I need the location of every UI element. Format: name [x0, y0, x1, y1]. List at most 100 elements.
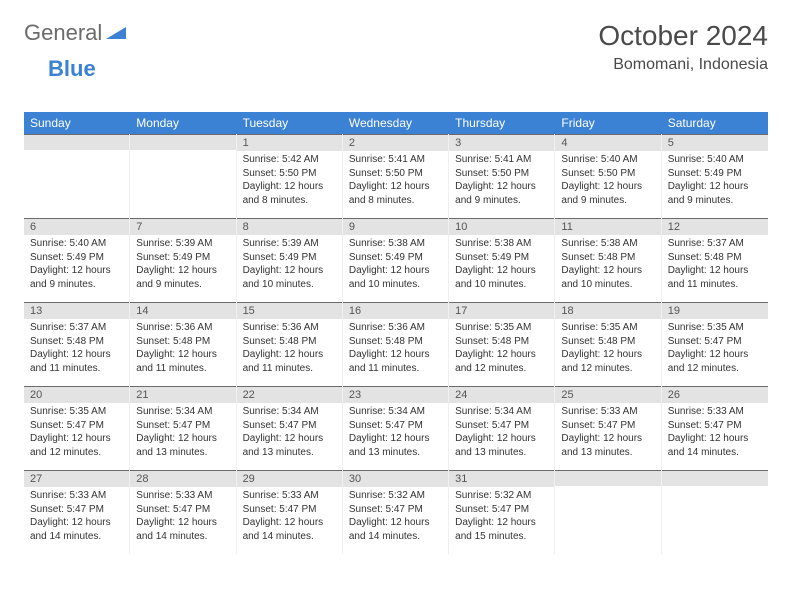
daylight-text: Daylight: 12 hours and 9 minutes.: [455, 180, 548, 207]
day-details: Sunrise: 5:36 AMSunset: 5:48 PMDaylight:…: [130, 319, 235, 379]
logo: General: [24, 20, 128, 46]
day-number: 31: [449, 470, 554, 487]
sunrise-text: Sunrise: 5:35 AM: [561, 321, 654, 335]
daylight-text: Daylight: 12 hours and 9 minutes.: [561, 180, 654, 207]
day-cell: 3Sunrise: 5:41 AMSunset: 5:50 PMDaylight…: [449, 134, 555, 218]
daylight-text: Daylight: 12 hours and 13 minutes.: [455, 432, 548, 459]
day-cell: 7Sunrise: 5:39 AMSunset: 5:49 PMDaylight…: [130, 218, 236, 302]
daylight-text: Daylight: 12 hours and 14 minutes.: [668, 432, 762, 459]
weekday-thursday: Thursday: [449, 112, 555, 134]
day-number: 6: [24, 218, 129, 235]
sunrise-text: Sunrise: 5:36 AM: [136, 321, 229, 335]
week-row: 27Sunrise: 5:33 AMSunset: 5:47 PMDayligh…: [24, 470, 768, 554]
day-number: 21: [130, 386, 235, 403]
daylight-text: Daylight: 12 hours and 14 minutes.: [243, 516, 336, 543]
sunset-text: Sunset: 5:48 PM: [30, 335, 123, 349]
day-details: Sunrise: 5:34 AMSunset: 5:47 PMDaylight:…: [130, 403, 235, 463]
daylight-text: Daylight: 12 hours and 9 minutes.: [30, 264, 123, 291]
day-number: [662, 470, 768, 486]
day-cell: 30Sunrise: 5:32 AMSunset: 5:47 PMDayligh…: [343, 470, 449, 554]
sunrise-text: Sunrise: 5:33 AM: [30, 489, 123, 503]
sunset-text: Sunset: 5:47 PM: [668, 419, 762, 433]
day-cell: 21Sunrise: 5:34 AMSunset: 5:47 PMDayligh…: [130, 386, 236, 470]
day-number: 19: [662, 302, 768, 319]
sunrise-text: Sunrise: 5:35 AM: [30, 405, 123, 419]
sunset-text: Sunset: 5:47 PM: [349, 419, 442, 433]
daylight-text: Daylight: 12 hours and 11 minutes.: [136, 348, 229, 375]
weekday-sunday: Sunday: [24, 112, 130, 134]
day-details: Sunrise: 5:33 AMSunset: 5:47 PMDaylight:…: [130, 487, 235, 547]
sunset-text: Sunset: 5:47 PM: [30, 503, 123, 517]
sunrise-text: Sunrise: 5:33 AM: [561, 405, 654, 419]
day-cell: 26Sunrise: 5:33 AMSunset: 5:47 PMDayligh…: [662, 386, 768, 470]
sunset-text: Sunset: 5:48 PM: [243, 335, 336, 349]
sunrise-text: Sunrise: 5:40 AM: [561, 153, 654, 167]
sunset-text: Sunset: 5:47 PM: [136, 419, 229, 433]
daylight-text: Daylight: 12 hours and 9 minutes.: [136, 264, 229, 291]
day-number: 26: [662, 386, 768, 403]
daylight-text: Daylight: 12 hours and 13 minutes.: [561, 432, 654, 459]
calendar-weeks: 1Sunrise: 5:42 AMSunset: 5:50 PMDaylight…: [24, 134, 768, 554]
sunrise-text: Sunrise: 5:38 AM: [349, 237, 442, 251]
daylight-text: Daylight: 12 hours and 14 minutes.: [30, 516, 123, 543]
day-details: Sunrise: 5:35 AMSunset: 5:48 PMDaylight:…: [555, 319, 660, 379]
day-cell: 24Sunrise: 5:34 AMSunset: 5:47 PMDayligh…: [449, 386, 555, 470]
day-cell: 1Sunrise: 5:42 AMSunset: 5:50 PMDaylight…: [237, 134, 343, 218]
sunset-text: Sunset: 5:47 PM: [30, 419, 123, 433]
day-number: 23: [343, 386, 448, 403]
day-details: Sunrise: 5:40 AMSunset: 5:49 PMDaylight:…: [24, 235, 129, 295]
month-title: October 2024: [598, 20, 768, 52]
week-row: 1Sunrise: 5:42 AMSunset: 5:50 PMDaylight…: [24, 134, 768, 218]
day-details: Sunrise: 5:37 AMSunset: 5:48 PMDaylight:…: [24, 319, 129, 379]
sunset-text: Sunset: 5:48 PM: [349, 335, 442, 349]
sunset-text: Sunset: 5:49 PM: [30, 251, 123, 265]
day-cell: 22Sunrise: 5:34 AMSunset: 5:47 PMDayligh…: [237, 386, 343, 470]
sunset-text: Sunset: 5:48 PM: [136, 335, 229, 349]
day-cell: 27 Sunrise: 5:33 AMSunset: 5:47 PMDayligh…: [24, 470, 130, 554]
sunrise-text: Sunrise: 5:37 AM: [30, 321, 123, 335]
daylight-text: Daylight: 12 hours and 10 minutes.: [455, 264, 548, 291]
day-number: 11: [555, 218, 660, 235]
day-number: 3: [449, 134, 554, 151]
week-row: 20Sunrise: 5:35 AMSunset: 5:47 PMDayligh…: [24, 386, 768, 470]
day-number: 27: [24, 470, 129, 487]
day-details: Sunrise: 5:36 AMSunset: 5:48 PMDaylight:…: [237, 319, 342, 379]
day-cell: [24, 134, 130, 218]
sunset-text: Sunset: 5:49 PM: [243, 251, 336, 265]
sunrise-text: Sunrise: 5:34 AM: [136, 405, 229, 419]
sunrise-text: Sunrise: 5:36 AM: [349, 321, 442, 335]
day-number: 29: [237, 470, 342, 487]
sunset-text: Sunset: 5:48 PM: [561, 335, 654, 349]
day-cell: 5Sunrise: 5:40 AMSunset: 5:49 PMDaylight…: [662, 134, 768, 218]
day-cell: 16Sunrise: 5:36 AMSunset: 5:48 PMDayligh…: [343, 302, 449, 386]
day-number: 28: [130, 470, 235, 487]
sunrise-text: Sunrise: 5:42 AM: [243, 153, 336, 167]
day-number: 8: [237, 218, 342, 235]
day-details: Sunrise: 5:34 AMSunset: 5:47 PMDaylight:…: [343, 403, 448, 463]
sunset-text: Sunset: 5:48 PM: [455, 335, 548, 349]
sunset-text: Sunset: 5:49 PM: [455, 251, 548, 265]
day-details: Sunrise: 5:41 AMSunset: 5:50 PMDaylight:…: [449, 151, 554, 211]
day-details: Sunrise: 5:33 AMSunset: 5:47 PMDaylight:…: [555, 403, 660, 463]
sunrise-text: Sunrise: 5:34 AM: [455, 405, 548, 419]
sunrise-text: Sunrise: 5:33 AM: [243, 489, 336, 503]
daylight-text: Daylight: 12 hours and 12 minutes.: [30, 432, 123, 459]
sunset-text: Sunset: 5:47 PM: [243, 419, 336, 433]
sunset-text: Sunset: 5:50 PM: [561, 167, 654, 181]
sunrise-text: Sunrise: 5:32 AM: [455, 489, 548, 503]
weekday-tuesday: Tuesday: [237, 112, 343, 134]
sunrise-text: Sunrise: 5:38 AM: [455, 237, 548, 251]
daylight-text: Daylight: 12 hours and 10 minutes.: [243, 264, 336, 291]
sunset-text: Sunset: 5:48 PM: [668, 251, 762, 265]
daylight-text: Daylight: 12 hours and 9 minutes.: [668, 180, 762, 207]
daylight-text: Daylight: 12 hours and 11 minutes.: [30, 348, 123, 375]
day-cell: 31Sunrise: 5:32 AMSunset: 5:47 PMDayligh…: [449, 470, 555, 554]
day-cell: 25Sunrise: 5:33 AMSunset: 5:47 PMDayligh…: [555, 386, 661, 470]
day-cell: [662, 470, 768, 554]
daylight-text: Daylight: 12 hours and 11 minutes.: [668, 264, 762, 291]
day-details: Sunrise: 5:34 AMSunset: 5:47 PMDaylight:…: [449, 403, 554, 463]
day-cell: 11Sunrise: 5:38 AMSunset: 5:48 PMDayligh…: [555, 218, 661, 302]
day-details: Sunrise: 5:38 AMSunset: 5:49 PMDaylight:…: [449, 235, 554, 295]
day-number: 4: [555, 134, 660, 151]
day-details: Sunrise: 5:37 AMSunset: 5:48 PMDaylight:…: [662, 235, 768, 295]
